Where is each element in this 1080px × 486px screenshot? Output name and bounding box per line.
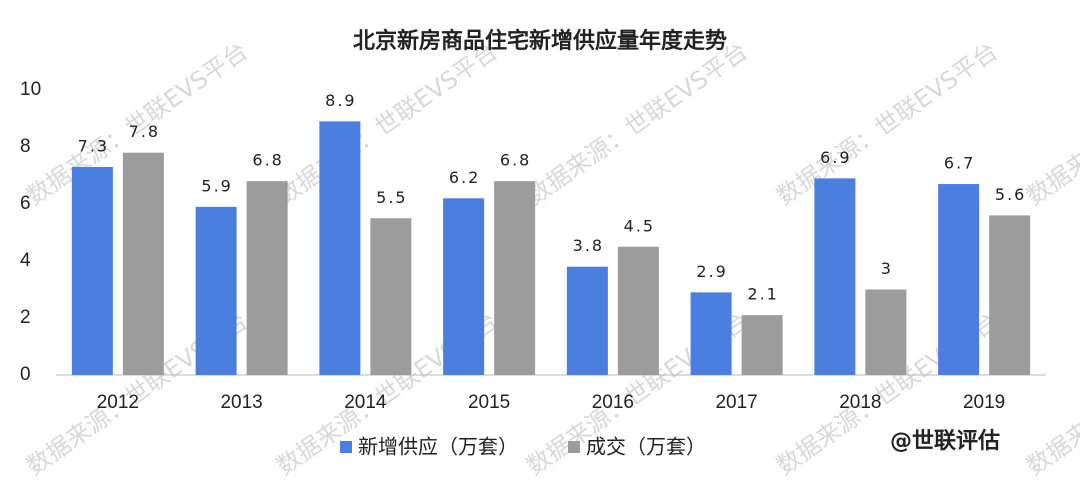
value-label: 2.1 <box>747 285 778 304</box>
value-label: 8.9 <box>325 91 356 110</box>
bar <box>691 292 732 375</box>
value-label: 2.9 <box>696 262 727 281</box>
y-tick-label: 10 <box>20 79 41 100</box>
value-label: 5.6 <box>995 185 1026 204</box>
x-tick-label: 2019 <box>963 392 1005 413</box>
legend-swatch <box>568 441 580 453</box>
bar <box>196 207 237 375</box>
bar <box>814 178 855 375</box>
bar <box>494 181 535 375</box>
value-label: 7.3 <box>78 136 109 155</box>
y-tick-label: 2 <box>20 307 31 328</box>
x-tick-label: 2014 <box>344 392 387 413</box>
watermark: 数据来源：世联EVS平台 <box>1021 307 1080 481</box>
bar <box>742 315 783 375</box>
chart: 数据来源：世联EVS平台数据来源：世联EVS平台数据来源：世联EVS平台数据来源… <box>0 0 1080 486</box>
y-tick-label: 8 <box>20 136 31 157</box>
value-label: 5.9 <box>201 176 232 195</box>
bar <box>443 198 484 375</box>
y-tick-label: 6 <box>20 193 31 214</box>
watermark: 数据来源：世联EVS平台 <box>1021 37 1080 211</box>
x-tick-label: 2018 <box>839 392 881 413</box>
value-label: 5.5 <box>376 188 407 207</box>
legend-label: 新增供应（万套） <box>358 435 518 459</box>
value-label: 6.8 <box>500 151 531 170</box>
value-label: 7.8 <box>129 122 160 141</box>
y-tick-label: 0 <box>20 364 31 385</box>
y-tick-label: 4 <box>20 250 31 271</box>
value-label: 6.2 <box>449 168 480 187</box>
value-label: 4.5 <box>624 216 655 235</box>
x-tick-label: 2016 <box>592 392 634 413</box>
bar <box>319 121 360 375</box>
legend-swatch <box>340 441 352 453</box>
chart-title: 北京新房商品住宅新增供应量年度走势 <box>353 28 727 54</box>
bar <box>567 267 608 375</box>
value-label: 6.8 <box>252 151 283 170</box>
bar <box>247 181 288 375</box>
source-badge: @世联评估 <box>890 429 1000 454</box>
x-tick-label: 2015 <box>468 392 510 413</box>
x-tick-label: 2017 <box>715 392 757 413</box>
x-tick-label: 2013 <box>220 392 262 413</box>
value-label: 6.7 <box>944 154 975 173</box>
bar <box>72 167 113 375</box>
legend-label: 成交（万套） <box>586 435 706 459</box>
bar <box>123 153 164 375</box>
bar <box>370 218 411 375</box>
x-tick-label: 2012 <box>97 392 139 413</box>
value-label: 3 <box>881 259 893 278</box>
value-label: 6.9 <box>820 148 851 167</box>
bar <box>989 215 1030 375</box>
bar <box>618 247 659 375</box>
bar <box>865 290 906 376</box>
watermark: 数据来源：世联EVS平台 <box>521 37 752 211</box>
value-label: 3.8 <box>573 236 604 255</box>
bar <box>938 184 979 375</box>
